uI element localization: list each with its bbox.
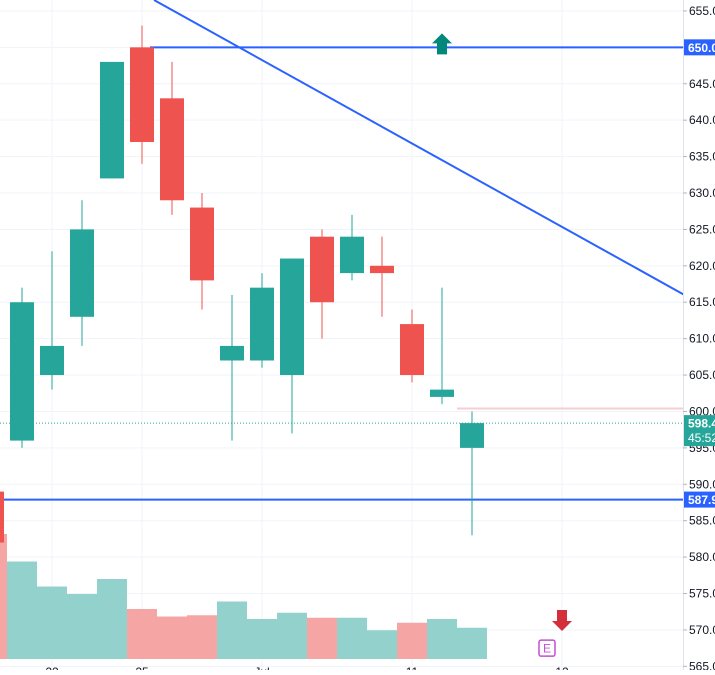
candle-body[interactable] (250, 287, 274, 361)
x-tick-label: 11 (406, 665, 419, 670)
candle-body[interactable] (280, 258, 304, 376)
x-tick-label: 22 (45, 665, 59, 670)
candle-body[interactable] (70, 229, 94, 317)
y-tick-label: 600.0 (689, 404, 715, 418)
y-tick-label: 610.0 (689, 332, 715, 346)
y-tick-label: 570.0 (689, 623, 715, 637)
y-tick-label: 605.0 (689, 368, 715, 382)
price-line-label: 650.0 (688, 41, 715, 55)
volume-bar (247, 619, 277, 659)
arrow-up-icon[interactable] (432, 33, 452, 55)
volume-bar (157, 616, 187, 659)
y-tick-label: 620.0 (689, 259, 715, 273)
candle-body[interactable] (220, 345, 244, 361)
arrow-down-icon[interactable] (552, 610, 572, 632)
volume-bar (217, 601, 247, 659)
trendline[interactable] (153, 0, 692, 300)
countdown-label: 45:52 (688, 431, 715, 445)
candle-body[interactable] (130, 47, 154, 143)
y-tick-label: 615.0 (689, 295, 715, 309)
y-tick-label: 585.0 (689, 514, 715, 528)
y-tick-label: 580.0 (689, 550, 715, 564)
candle-body[interactable] (100, 61, 124, 179)
candle-body[interactable] (340, 236, 364, 274)
x-tick-label: 12 (555, 665, 569, 670)
volume-bar (37, 586, 67, 659)
volume-bar (367, 630, 397, 659)
y-tick-label: 625.0 (689, 222, 715, 236)
volume-bar (0, 534, 7, 659)
volume-bar (187, 615, 217, 659)
candle-body[interactable] (160, 98, 184, 201)
x-tick-label: 25 (135, 665, 149, 670)
y-tick-label: 590.0 (689, 477, 715, 491)
candle-body[interactable] (400, 324, 424, 376)
last-price-label: 598.4 (688, 417, 715, 431)
candle-body[interactable] (430, 389, 454, 397)
volume-bar (97, 579, 127, 659)
candle-body[interactable] (190, 207, 214, 281)
last-price-label-bg (684, 415, 715, 447)
volume-bar (337, 617, 367, 659)
price-line-label-bg (684, 39, 715, 56)
y-tick-label: 575.0 (689, 587, 715, 601)
price-axis[interactable] (683, 0, 715, 670)
earnings-label: E (543, 642, 551, 656)
y-tick-label: 640.0 (689, 113, 715, 127)
candle-body[interactable] (370, 265, 394, 274)
volume-bar (67, 594, 97, 659)
candle-body[interactable] (40, 345, 64, 376)
volume-bar (7, 561, 37, 659)
volume-bar (307, 617, 337, 659)
y-tick-label: 635.0 (689, 150, 715, 164)
y-tick-label: 645.0 (689, 77, 715, 91)
price-line-label: 587.9 (688, 493, 715, 507)
price-line-label-bg (684, 491, 715, 508)
volume-bar (397, 622, 427, 659)
candle-body[interactable] (310, 236, 334, 303)
candle-body[interactable] (460, 423, 484, 448)
y-tick-label: 630.0 (689, 186, 715, 200)
volume-bar (427, 619, 457, 659)
volume-bar (127, 609, 157, 659)
x-tick-label: Jul (254, 665, 269, 670)
volume-bar (457, 627, 487, 659)
y-tick-label: 655.0 (689, 4, 715, 18)
candle-body[interactable] (10, 302, 34, 441)
y-tick-label: 565.0 (689, 659, 715, 670)
earnings-marker[interactable] (538, 639, 556, 657)
volume-bar (277, 612, 307, 659)
candle-body (0, 491, 4, 543)
